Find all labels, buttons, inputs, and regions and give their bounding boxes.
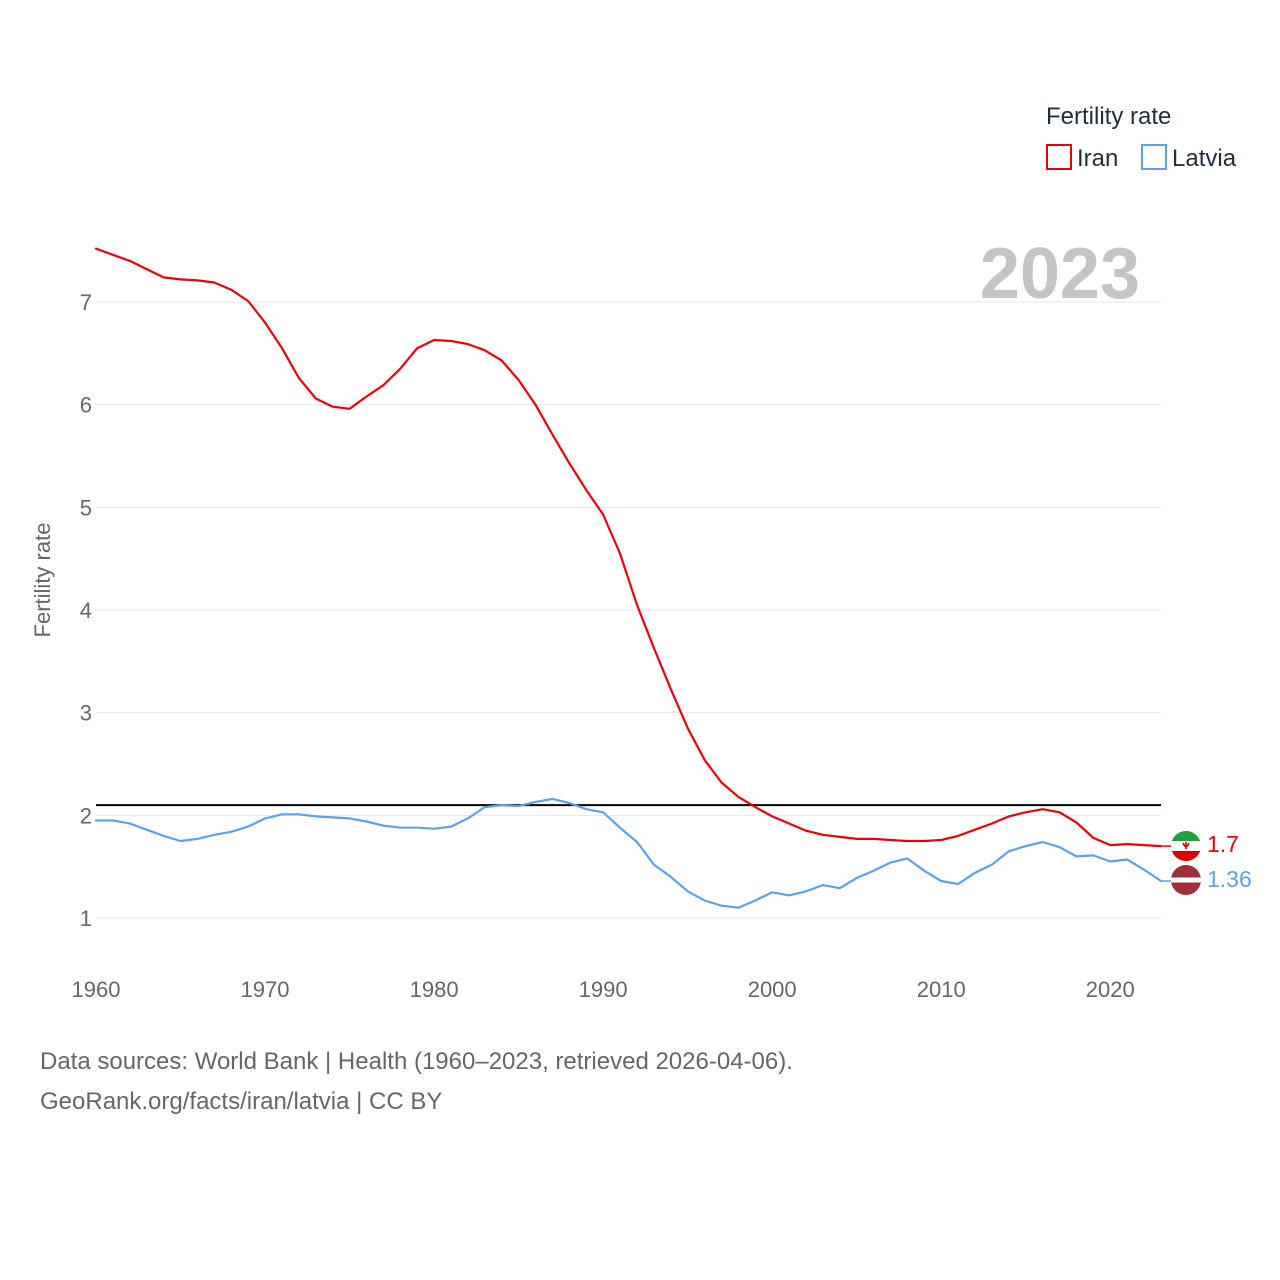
iran-end-value: 1.7 — [1207, 831, 1239, 857]
y-tick-label: 2 — [80, 803, 92, 828]
legend-swatch-latvia[interactable] — [1141, 144, 1167, 170]
source-line-2[interactable]: GeoRank.org/facts/iran/latvia | CC BY — [40, 1088, 443, 1115]
end-markers: 1.7 1.36 — [1171, 831, 1252, 895]
x-tick-label: 1960 — [72, 977, 121, 1002]
y-axis-label: Fertility rate — [30, 523, 55, 638]
legend-label-iran[interactable]: Iran — [1077, 145, 1118, 172]
source-note: Data sources: World Bank | Health (1960–… — [40, 1042, 793, 1122]
x-tick-label: 2010 — [917, 977, 966, 1002]
y-tick-label: 6 — [80, 393, 92, 418]
latvia-flag-icon — [1171, 865, 1201, 895]
x-tick-label: 1980 — [410, 977, 459, 1002]
y-tick-label: 4 — [80, 598, 92, 623]
y-axis-ticks: 1 2 3 4 5 6 7 — [80, 290, 92, 931]
y-tick-label: 1 — [80, 906, 92, 931]
series-line-iran[interactable] — [94, 247, 1163, 848]
y-tick-label: 3 — [80, 701, 92, 726]
source-line-1: Data sources: World Bank | Health (1960–… — [40, 1048, 793, 1075]
legend-label-latvia[interactable]: Latvia — [1172, 145, 1237, 172]
legend: Fertility rate Iran Latvia — [1046, 103, 1237, 172]
gridlines — [96, 301, 1161, 919]
y-tick-label: 7 — [80, 290, 92, 315]
legend-swatch-iran[interactable] — [1046, 144, 1072, 170]
iran-flag-icon — [1171, 831, 1201, 861]
series-lines — [94, 247, 1172, 909]
year-label: 2023 — [980, 234, 1140, 314]
x-tick-label: 2000 — [748, 977, 797, 1002]
x-tick-label: 1970 — [241, 977, 290, 1002]
x-tick-label: 2020 — [1086, 977, 1135, 1002]
series-line-latvia[interactable] — [94, 797, 1163, 909]
x-tick-label: 1990 — [579, 977, 628, 1002]
x-axis-ticks: 1960 1970 1980 1990 2000 2010 2020 — [72, 977, 1135, 1002]
y-tick-label: 5 — [80, 495, 92, 520]
latvia-end-value: 1.36 — [1207, 866, 1252, 892]
legend-title: Fertility rate — [1046, 103, 1171, 130]
